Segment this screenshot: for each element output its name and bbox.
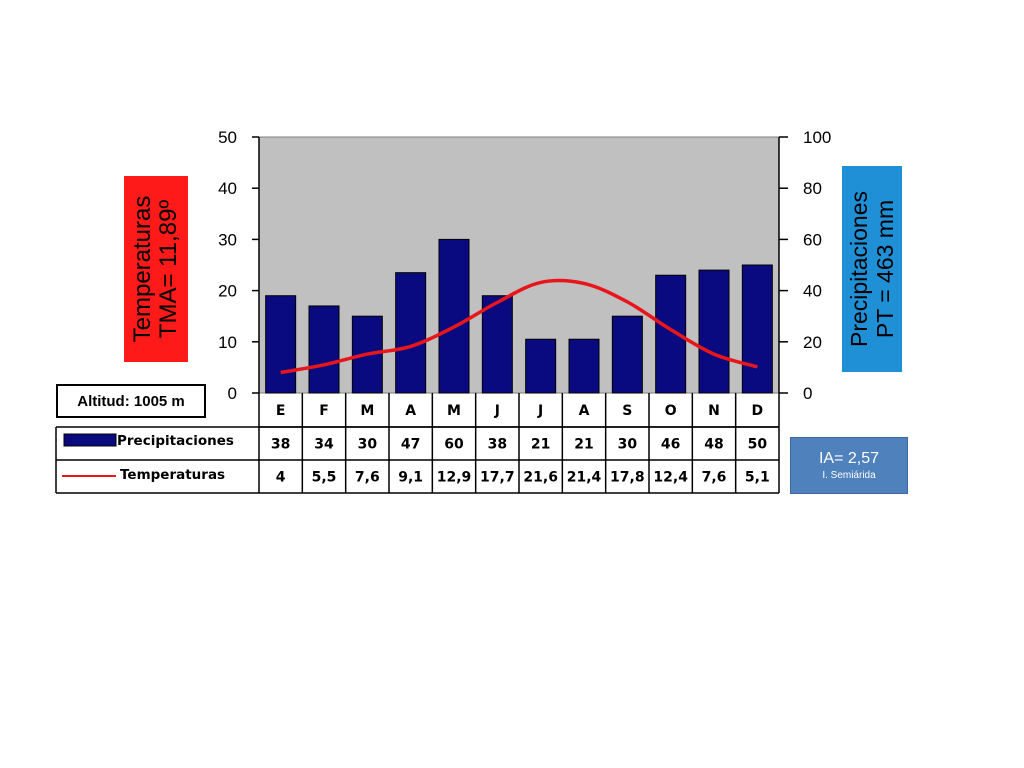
temperature-value: 7,6	[702, 470, 727, 486]
month-label: M	[360, 403, 374, 419]
temperature-value: 7,6	[355, 470, 380, 486]
temperature-value: 12,4	[653, 470, 688, 486]
temperature-value: 21,4	[567, 470, 602, 486]
precipitation-bar	[308, 305, 340, 394]
precipitation-value: 47	[401, 437, 420, 453]
right-axis-tick-label: 100	[803, 128, 831, 147]
right-axis-tick-label: 20	[803, 333, 822, 352]
month-label: F	[319, 403, 329, 419]
precipitation-bar	[438, 238, 470, 394]
precipitation-value: 34	[314, 437, 334, 453]
precipitation-value: 38	[488, 437, 507, 453]
temperature-value: 17,8	[610, 470, 645, 486]
plot-area	[258, 136, 780, 394]
precipitation-bar	[395, 272, 427, 394]
month-label: M	[447, 403, 461, 419]
right-axis-tick-label: 0	[803, 384, 812, 403]
month-label: N	[708, 403, 720, 419]
precipitation-summary-title: Precipitaciones	[846, 191, 872, 347]
right-axis-tick-label: 80	[803, 179, 822, 198]
temperature-summary-box: Temperaturas TMA= 11,89º	[124, 176, 188, 362]
temperature-value: 21,6	[523, 470, 558, 486]
precipitation-value: 38	[271, 437, 290, 453]
month-label: J	[494, 403, 500, 419]
precipitation-bar	[568, 338, 600, 394]
temperature-value: 5,1	[745, 470, 770, 486]
month-label: J	[537, 403, 543, 419]
precipitation-summary-box: Precipitaciones PT = 463 mm	[842, 166, 902, 372]
temperature-value: 5,5	[312, 470, 337, 486]
precipitation-value: 50	[748, 437, 768, 453]
month-label: O	[665, 403, 677, 419]
altitude-label: Altitud: 1005 m	[56, 384, 206, 418]
legend-swatch-precipitation	[63, 433, 117, 447]
legend-label-temperature: Temperaturas	[120, 467, 225, 483]
temperature-value: 12,9	[437, 470, 472, 486]
temperature-value: 9,1	[398, 470, 423, 486]
precipitation-bar	[611, 315, 643, 394]
temperature-summary-value: TMA= 11,89º	[155, 199, 182, 339]
left-axis-tick-label: 40	[218, 179, 237, 198]
temperature-summary-title: Temperaturas	[129, 195, 156, 343]
left-axis-tick-label: 30	[218, 230, 237, 249]
aridity-class: I. Semiárida	[822, 470, 876, 481]
precipitation-value: 21	[531, 437, 550, 453]
legend-label-precipitation: Precipitaciones	[117, 433, 234, 449]
month-label: S	[622, 403, 632, 419]
precipitation-bar	[698, 269, 730, 394]
left-axis-tick-label: 0	[228, 384, 237, 403]
temperature-line	[280, 278, 758, 375]
precipitation-value: 30	[618, 437, 638, 453]
precipitation-summary-value: PT = 463 mm	[872, 199, 898, 339]
temperature-summary-text: Temperaturas TMA= 11,89º	[129, 195, 182, 343]
data-table: E F M A M J J A S O N D Precipitaciones 38 34 30 47 60 38 2…	[55, 393, 780, 494]
month-label: A	[579, 403, 590, 419]
right-axis-tick-label: 40	[803, 282, 822, 301]
left-axis-tick-label: 10	[218, 333, 237, 352]
right-axis-tick-label: 60	[803, 230, 822, 249]
precipitation-bar	[525, 338, 557, 394]
month-label: A	[405, 403, 416, 419]
left-axis-tick-label: 50	[218, 128, 237, 147]
precipitation-value: 48	[704, 437, 723, 453]
month-label: D	[752, 403, 764, 419]
aridity-index-value: IA= 2,57	[818, 450, 880, 467]
precipitation-value: 30	[358, 437, 378, 453]
precipitation-value: 60	[444, 437, 464, 453]
precipitation-value: 46	[661, 437, 680, 453]
aridity-index-box: IA= 2,57 I. Semiárida	[790, 437, 908, 494]
precipitation-bar	[265, 295, 297, 394]
precipitation-bar	[741, 264, 773, 394]
precipitation-value: 21	[574, 437, 593, 453]
precipitation-summary-text: Precipitaciones PT = 463 mm	[846, 191, 898, 347]
left-axis-tick-label: 20	[218, 282, 237, 301]
precipitation-bar	[481, 295, 513, 394]
month-label: E	[276, 403, 286, 419]
temperature-value: 4	[276, 470, 286, 486]
temperature-value: 17,7	[480, 470, 515, 486]
